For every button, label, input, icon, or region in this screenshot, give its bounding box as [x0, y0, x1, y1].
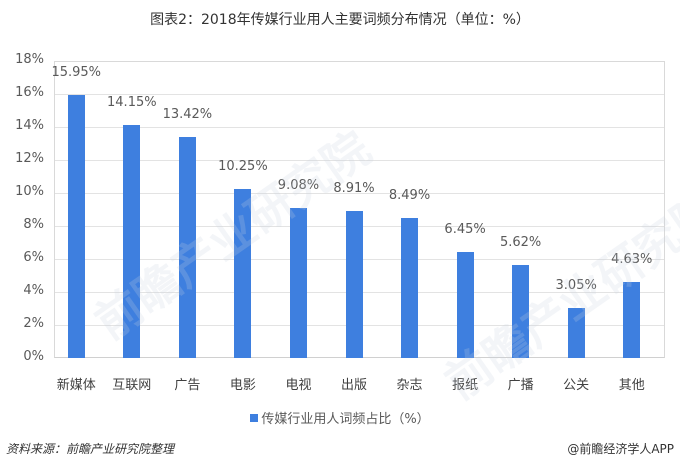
- x-tick-label: 电影: [229, 378, 256, 393]
- bar: [512, 265, 530, 358]
- bar: [623, 281, 641, 358]
- bar: [178, 136, 196, 358]
- y-tick-label: 18%: [15, 52, 44, 67]
- bar: [289, 208, 307, 358]
- bar: [456, 251, 474, 358]
- y-tick-label: 14%: [15, 118, 44, 133]
- y-tick-label: 16%: [15, 85, 44, 100]
- gridline: [55, 94, 664, 95]
- y-tick-label: 0%: [23, 349, 44, 364]
- y-tick-label: 2%: [23, 316, 44, 331]
- data-label: 5.62%: [499, 235, 542, 251]
- data-label: 10.25%: [218, 158, 268, 174]
- x-tick-label: 新媒体: [56, 378, 96, 393]
- x-tick-label: 公关: [563, 378, 590, 393]
- x-tick-label: 广告: [174, 378, 201, 393]
- x-tick-label: 杂志: [396, 378, 423, 393]
- y-tick-label: 12%: [15, 151, 44, 166]
- credit-note: @前瞻经济学人APP: [567, 442, 674, 456]
- source-note: 资料来源：前瞻产业研究院整理: [6, 442, 175, 456]
- data-label: 6.45%: [444, 221, 486, 237]
- x-tick-label: 电视: [285, 378, 312, 393]
- bar: [67, 94, 85, 358]
- legend: 传媒行业用人词频占比（%）: [0, 408, 680, 427]
- data-label: 15.95%: [51, 64, 102, 80]
- data-label: 3.05%: [555, 277, 597, 293]
- x-tick-label: 出版: [340, 378, 367, 393]
- gridline: [55, 127, 664, 128]
- data-label: 8.49%: [388, 187, 431, 203]
- legend-label: 传媒行业用人词频占比（%）: [261, 412, 430, 427]
- data-label: 13.42%: [162, 106, 213, 122]
- bar: [401, 217, 419, 358]
- x-tick-label: 其他: [618, 378, 645, 393]
- y-tick-label: 8%: [23, 217, 44, 232]
- y-tick-label: 10%: [15, 184, 44, 199]
- x-tick-label: 互联网: [112, 378, 152, 393]
- bar: [234, 188, 252, 358]
- data-label: 4.63%: [611, 251, 653, 267]
- y-tick-label: 4%: [23, 283, 44, 298]
- data-label: 8.91%: [333, 180, 375, 196]
- gridline: [55, 193, 664, 194]
- bar: [123, 124, 141, 358]
- bar: [345, 210, 363, 358]
- gridline: [55, 160, 664, 161]
- bar: [567, 307, 585, 358]
- legend-swatch-icon: [250, 414, 259, 422]
- y-tick-label: 6%: [23, 250, 44, 265]
- x-tick-label: 报纸: [452, 378, 479, 393]
- data-label: 9.08%: [277, 178, 320, 194]
- chart-title: 图表2：2018年传媒行业用人主要词频分布情况（单位：%）: [150, 12, 530, 28]
- data-label: 14.15%: [107, 94, 157, 110]
- x-tick-label: 广播: [507, 378, 534, 393]
